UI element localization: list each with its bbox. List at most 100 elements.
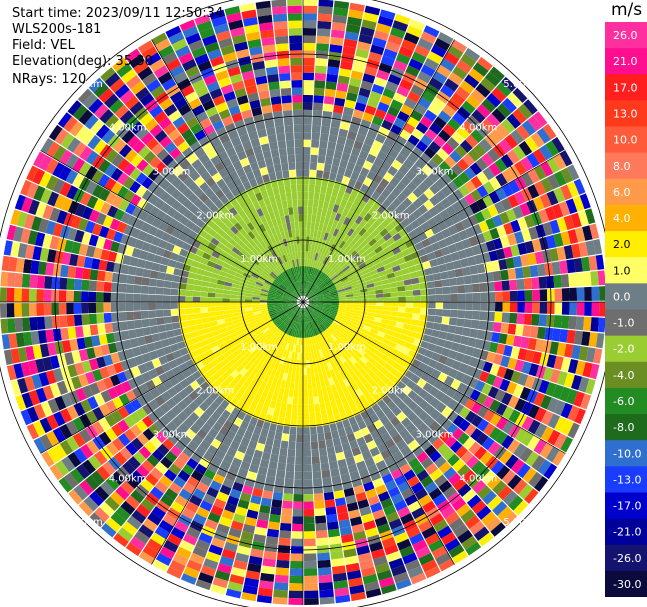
range-gate [271, 282, 280, 288]
range-gate [423, 146, 436, 159]
range-gate [161, 362, 172, 373]
range-gate [141, 222, 152, 233]
range-gate [477, 56, 493, 71]
range-gate [99, 366, 110, 379]
range-gate [21, 392, 34, 409]
range-gate [393, 92, 407, 104]
range-gate [298, 258, 301, 267]
range-gate [266, 165, 275, 174]
range-gate [287, 13, 302, 21]
range-gate [289, 214, 295, 223]
range-gate [129, 167, 142, 181]
range-gate [316, 334, 321, 343]
range-gate [359, 239, 369, 248]
range-gate [129, 256, 139, 267]
range-gate [405, 307, 414, 314]
radar-rays [0, 0, 605, 605]
range-gate [312, 260, 317, 268]
range-gate [418, 399, 430, 411]
range-gate [255, 175, 264, 186]
range-gate [31, 216, 43, 232]
range-gate [17, 243, 28, 258]
range-gate [276, 248, 283, 257]
range-gate [328, 271, 336, 278]
range-gate [267, 300, 275, 302]
range-gate [314, 411, 322, 420]
range-gate [289, 303, 298, 306]
range-gate [210, 358, 220, 367]
range-gate [231, 335, 240, 343]
range-gate [358, 367, 367, 376]
range-gate [482, 396, 495, 409]
range-gate [53, 411, 66, 427]
range-gate [105, 149, 119, 163]
range-ring-label: 5.00km [503, 517, 541, 528]
range-gate [291, 351, 296, 360]
range-gate [21, 196, 33, 213]
range-gate [356, 190, 366, 200]
range-gate [212, 577, 229, 589]
range-gate [267, 73, 279, 83]
range-gate [489, 363, 500, 376]
range-gate [372, 384, 382, 394]
range-gate [546, 354, 557, 369]
range-gate [319, 324, 326, 332]
range-gate [149, 104, 164, 118]
range-gate [323, 96, 335, 105]
range-gate [344, 288, 353, 293]
range-gate [88, 77, 104, 93]
range-gate [320, 274, 327, 281]
range-gate [173, 328, 183, 337]
range-gate [463, 385, 475, 398]
range-gate [220, 331, 230, 338]
range-gate [470, 274, 480, 284]
range-gate [266, 341, 274, 350]
range-gate [23, 213, 35, 230]
range-gate [327, 521, 339, 531]
range-gate [373, 76, 387, 88]
range-gate [49, 383, 62, 398]
range-gate [424, 404, 436, 416]
range-gate [308, 199, 314, 207]
range-gate [584, 208, 596, 225]
range-gate [282, 170, 290, 179]
range-gate [322, 290, 330, 295]
range-gate [567, 405, 580, 422]
range-gate [316, 326, 321, 334]
range-gate [203, 198, 214, 209]
range-gate [306, 281, 310, 290]
range-gate [333, 490, 345, 500]
range-gate [560, 402, 573, 419]
range-gate [507, 194, 519, 208]
range-gate [13, 226, 24, 242]
range-gate [273, 233, 280, 242]
radar-ray [303, 308, 319, 605]
range-gate [146, 538, 163, 553]
range-gate [304, 273, 306, 282]
colorbar-swatch [605, 361, 647, 389]
range-gate [329, 272, 337, 280]
range-gate [159, 135, 173, 149]
range-gate [329, 324, 337, 331]
range-gate [235, 506, 248, 517]
range-gate [496, 365, 508, 379]
range-gate [171, 177, 183, 189]
range-gate [306, 307, 312, 314]
range-gate [207, 353, 217, 363]
range-gate [322, 308, 331, 313]
range-gate [268, 461, 278, 470]
range-gate [387, 486, 401, 498]
range-gate [187, 325, 197, 333]
range-gate [335, 284, 344, 289]
range-gate [233, 338, 242, 346]
range-gate [377, 425, 388, 436]
range-gate [242, 181, 252, 191]
radar-ray [255, 0, 303, 296]
range-ring-label: 4.00km [459, 473, 497, 484]
range-gate [136, 159, 149, 172]
range-gate [459, 258, 470, 268]
range-gate [497, 485, 513, 501]
range-gate [66, 137, 81, 153]
range-gate [471, 244, 482, 256]
range-gate [407, 245, 418, 254]
